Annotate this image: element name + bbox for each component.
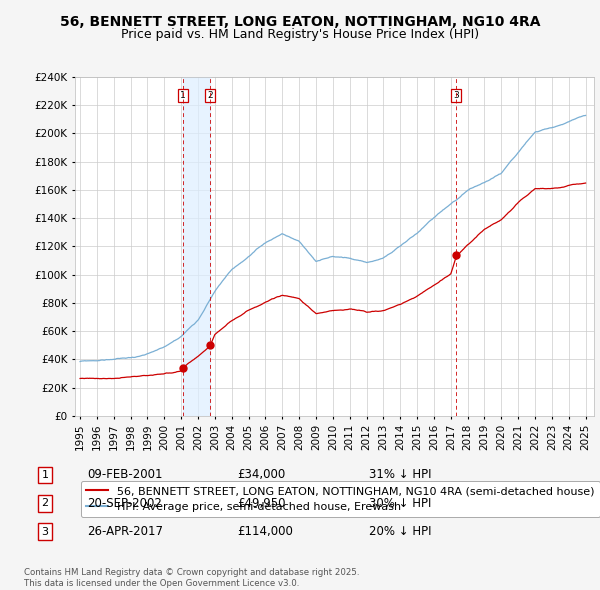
Bar: [183, 77, 210, 416]
Text: £114,000: £114,000: [237, 525, 293, 538]
Point: [205, 340, 215, 350]
Text: 09-FEB-2001: 09-FEB-2001: [87, 468, 163, 481]
Text: 20-SEP-2002: 20-SEP-2002: [87, 497, 162, 510]
Text: Price paid vs. HM Land Registry's House Price Index (HPI): Price paid vs. HM Land Registry's House …: [121, 28, 479, 41]
Text: 30% ↓ HPI: 30% ↓ HPI: [369, 497, 431, 510]
Text: 3: 3: [41, 527, 49, 536]
Text: 3: 3: [453, 91, 459, 100]
Text: 1: 1: [41, 470, 49, 480]
Text: 2: 2: [41, 499, 49, 508]
Text: 56, BENNETT STREET, LONG EATON, NOTTINGHAM, NG10 4RA: 56, BENNETT STREET, LONG EATON, NOTTINGH…: [60, 15, 540, 29]
Text: 20% ↓ HPI: 20% ↓ HPI: [369, 525, 431, 538]
Text: 26-APR-2017: 26-APR-2017: [87, 525, 163, 538]
Text: Contains HM Land Registry data © Crown copyright and database right 2025.
This d: Contains HM Land Registry data © Crown c…: [24, 568, 359, 588]
Legend: 56, BENNETT STREET, LONG EATON, NOTTINGHAM, NG10 4RA (semi-detached house), HPI:: 56, BENNETT STREET, LONG EATON, NOTTINGH…: [80, 481, 600, 517]
Text: £49,950: £49,950: [237, 497, 286, 510]
Text: 31% ↓ HPI: 31% ↓ HPI: [369, 468, 431, 481]
Text: £34,000: £34,000: [237, 468, 285, 481]
Point: [178, 363, 188, 373]
Point: [451, 250, 461, 260]
Text: 2: 2: [208, 91, 213, 100]
Text: 1: 1: [180, 91, 186, 100]
